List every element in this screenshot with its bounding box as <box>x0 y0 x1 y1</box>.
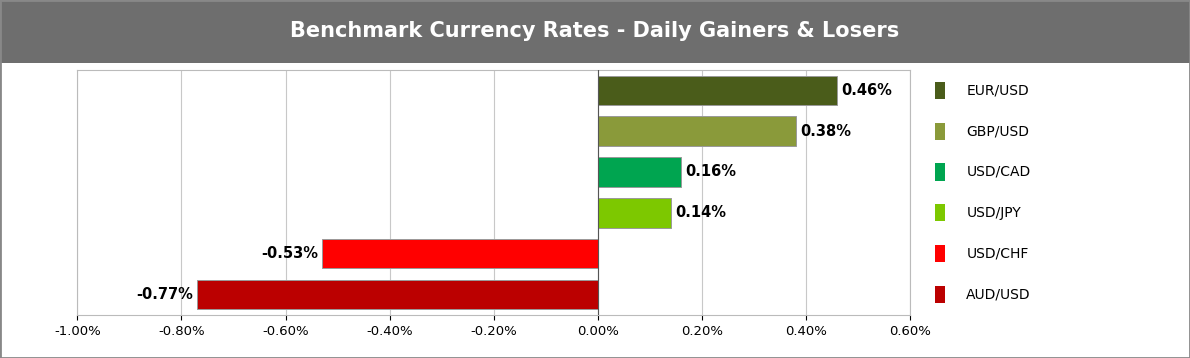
Bar <box>597 76 838 105</box>
Text: AUD/USD: AUD/USD <box>966 287 1031 301</box>
Text: 0.46%: 0.46% <box>841 83 892 98</box>
Bar <box>198 280 597 309</box>
Text: USD/CHF: USD/CHF <box>966 247 1028 261</box>
Bar <box>597 157 681 187</box>
Text: USD/JPY: USD/JPY <box>966 206 1021 220</box>
Text: 0.38%: 0.38% <box>800 124 851 139</box>
Bar <box>935 163 945 180</box>
Bar <box>322 239 597 268</box>
Text: 0.16%: 0.16% <box>685 164 737 179</box>
Text: -0.77%: -0.77% <box>136 287 193 302</box>
Bar <box>935 204 945 222</box>
Text: GBP/USD: GBP/USD <box>966 124 1029 138</box>
Bar <box>935 82 945 99</box>
Bar <box>935 122 945 140</box>
Bar <box>597 116 796 146</box>
Text: USD/CAD: USD/CAD <box>966 165 1031 179</box>
Bar <box>597 198 671 228</box>
Text: EUR/USD: EUR/USD <box>966 83 1029 97</box>
Bar <box>935 286 945 303</box>
Bar <box>935 245 945 262</box>
Text: -0.53%: -0.53% <box>261 246 318 261</box>
Text: 0.14%: 0.14% <box>675 205 726 221</box>
Text: Benchmark Currency Rates - Daily Gainers & Losers: Benchmark Currency Rates - Daily Gainers… <box>290 21 900 41</box>
